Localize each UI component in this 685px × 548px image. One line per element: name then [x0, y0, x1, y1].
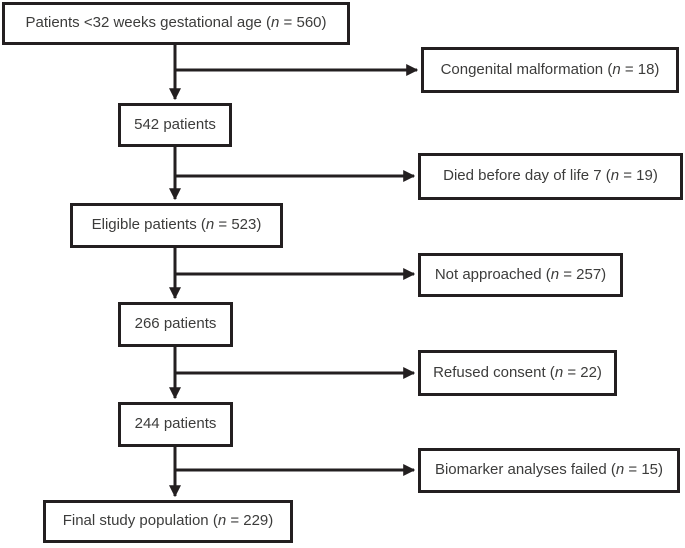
flow-box-patients-total: Patients <32 weeks gestational age (n = … [2, 2, 350, 45]
exclusion-box-not-approached: Not approached (n = 257) [418, 253, 623, 297]
flow-box-final-study-population: Final study population (n = 229) [43, 500, 293, 543]
box-label-text: = 15) [624, 461, 664, 479]
box-label-text: = 22) [563, 363, 602, 381]
box-label-text: 244 patients [134, 415, 217, 433]
n-variable: n [612, 60, 621, 78]
box-label-text: 542 patients [134, 115, 216, 133]
n-variable: n [610, 167, 620, 185]
exclusion-box-refused-consent: Refused consent (n = 22) [418, 350, 617, 396]
box-label-text: Not approached ( [434, 265, 551, 283]
box-label-text: Patients <32 weeks gestational age ( [25, 14, 272, 32]
flow-box-244-patients: 244 patients [118, 402, 233, 447]
exclusion-box-biomarker-failed: Biomarker analyses failed (n = 15) [418, 448, 680, 493]
box-label-text: = 257) [559, 265, 607, 283]
box-label-text: 266 patients [134, 315, 217, 333]
box-label-text: Biomarker analyses failed ( [434, 461, 616, 479]
box-label-text: Refused consent ( [433, 363, 555, 381]
box-label-text: = 19) [619, 167, 658, 185]
box-label-text: Final study population ( [62, 512, 218, 530]
n-variable: n [550, 265, 560, 283]
box-label-text: Congenital malformation ( [440, 60, 613, 78]
box-label-text: = 18) [620, 60, 660, 78]
n-variable: n [217, 512, 227, 530]
n-variable: n [271, 14, 280, 32]
flow-box-eligible-patients: Eligible patients (n = 523) [70, 203, 283, 248]
flow-box-542-patients: 542 patients [118, 103, 232, 147]
n-variable: n [205, 216, 215, 234]
exclusion-box-died-before-day-7: Died before day of life 7 (n = 19) [418, 153, 683, 200]
n-variable: n [554, 363, 564, 381]
n-variable: n [615, 461, 625, 479]
box-label-text: Eligible patients ( [91, 216, 206, 234]
flow-box-266-patients: 266 patients [118, 302, 233, 347]
box-label-text: = 560) [279, 14, 327, 32]
box-label-text: = 523) [214, 216, 262, 234]
box-label-text: Died before day of life 7 ( [443, 167, 611, 185]
box-label-text: = 229) [226, 512, 274, 530]
exclusion-box-congenital-malformation: Congenital malformation (n = 18) [421, 47, 679, 93]
